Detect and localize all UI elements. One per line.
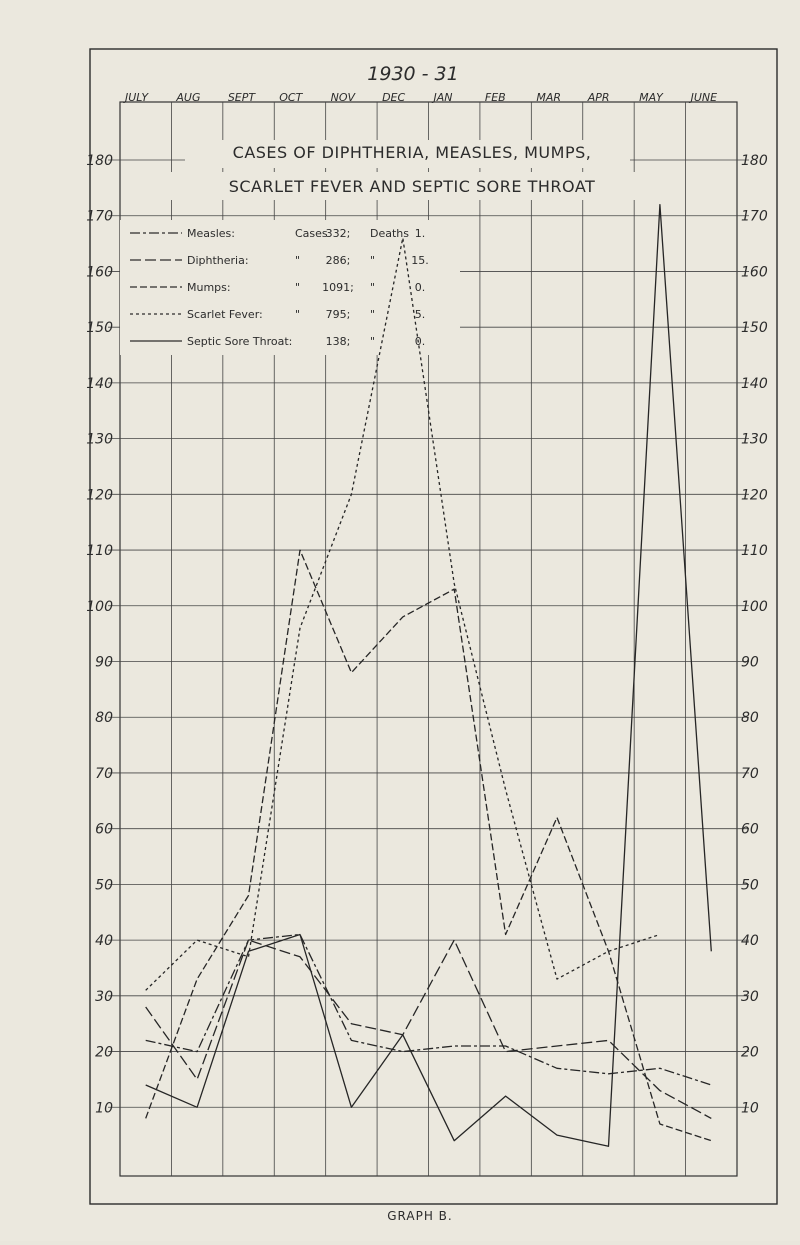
- legend-label-0: Measles:: [187, 227, 235, 240]
- y-tick-right-60: 60: [741, 822, 759, 838]
- y-tick-left-90: 90: [95, 655, 113, 671]
- y-tick-right-20: 20: [741, 1045, 759, 1061]
- month-label-mar: MAR: [536, 91, 561, 104]
- legend-label-2: Mumps:: [187, 281, 231, 294]
- chart-title-line2: SCARLET FEVER AND SEPTIC SORE THROAT: [229, 177, 596, 196]
- legend-deaths-label-3: ": [370, 308, 375, 321]
- title-mask: [185, 140, 630, 168]
- legend-deaths-3: 5.: [415, 308, 426, 321]
- y-tick-left-30: 30: [95, 989, 113, 1005]
- y-tick-right-30: 30: [741, 989, 759, 1005]
- legend-cases-4: 138;: [326, 335, 351, 348]
- legend-cases-label-3: ": [295, 308, 300, 321]
- y-tick-left-150: 150: [86, 320, 113, 336]
- month-label-oct: OCT: [279, 91, 303, 104]
- legend-deaths-label-1: ": [370, 254, 375, 267]
- legend-cases-label-1: ": [295, 254, 300, 267]
- y-ticks-right: 10 20 30 40 50 60 70 80 90 100 110 120 130 140 150 160 1…: [741, 153, 768, 1116]
- legend-label-1: Diphtheria:: [187, 254, 249, 267]
- y-tick-right-100: 100: [741, 599, 768, 615]
- series-line-diphtheria: [145, 939, 712, 1119]
- month-label-may: MAY: [639, 91, 664, 104]
- y-tick-right-150: 150: [741, 320, 768, 336]
- legend-cases-1: 286;: [326, 254, 351, 267]
- month-label-dec: DEC: [382, 91, 405, 104]
- month-label-nov: NOV: [331, 91, 357, 104]
- y-tick-left-160: 160: [86, 264, 113, 280]
- y-tick-right-170: 170: [741, 209, 768, 225]
- month-labels: JULY AUG SEPT OCT NOV DEC JAN FEB MAR APR MAY JUNE: [123, 91, 717, 104]
- y-tick-right-10: 10: [741, 1100, 759, 1116]
- page-frame: [89, 48, 778, 1205]
- month-label-jan: JAN: [432, 91, 453, 104]
- y-tick-left-20: 20: [95, 1045, 113, 1061]
- legend-cases-label-0: Cases: [295, 227, 328, 240]
- month-label-sept: SEPT: [228, 91, 257, 104]
- y-tick-right-50: 50: [741, 877, 759, 893]
- title-mask-2: [160, 172, 655, 200]
- year-title: 1930 - 31: [367, 63, 458, 85]
- y-tick-right-180: 180: [741, 153, 768, 169]
- y-ticks-left: 10 20 30 40 50 60 70 80 90 100 110 120 130 140 150 160 1…: [86, 153, 113, 1116]
- legend-cases-3: 795;: [326, 308, 351, 321]
- y-tick-right-140: 140: [741, 376, 768, 392]
- graph-caption: GRAPH B.: [387, 1209, 452, 1223]
- legend-deaths-4: 0.: [415, 335, 426, 348]
- y-tick-left-70: 70: [95, 766, 113, 782]
- legend-deaths-label-0: Deaths: [370, 227, 409, 240]
- series-lines: [145, 203, 712, 1147]
- y-tick-left-120: 120: [86, 487, 113, 503]
- y-tick-left-110: 110: [86, 543, 113, 559]
- month-label-july: JULY: [123, 91, 149, 104]
- y-tick-right-90: 90: [741, 655, 759, 671]
- legend-cases-label-2: ": [295, 281, 300, 294]
- y-tick-right-130: 130: [741, 432, 768, 448]
- series-line-septic-sore-throat: [145, 203, 712, 1147]
- y-tick-right-70: 70: [741, 766, 759, 782]
- y-tick-left-130: 130: [86, 432, 113, 448]
- series-line-measles: [145, 933, 712, 1086]
- month-label-feb: FEB: [485, 91, 506, 104]
- legend-deaths-label-2: ": [370, 281, 375, 294]
- month-label-aug: AUG: [175, 91, 200, 104]
- y-tick-left-50: 50: [95, 877, 113, 893]
- y-tick-right-110: 110: [741, 543, 768, 559]
- y-tick-right-160: 160: [741, 264, 768, 280]
- legend-label-4: Septic Sore Throat:: [187, 335, 292, 348]
- series-line-scarlet-fever: [145, 237, 661, 991]
- y-tick-left-100: 100: [86, 599, 113, 615]
- legend-deaths-1: 15.: [411, 254, 429, 267]
- y-tick-left-80: 80: [95, 710, 113, 726]
- legend-deaths-label-4: ": [370, 335, 375, 348]
- chart-title-line1: CASES OF DIPHTHERIA, MEASLES, MUMPS,: [233, 143, 592, 162]
- legend-label-3: Scarlet Fever:: [187, 308, 263, 321]
- month-label-june: JUNE: [689, 91, 718, 104]
- y-tick-right-80: 80: [741, 710, 759, 726]
- y-tick-left-170: 170: [86, 209, 113, 225]
- y-tick-left-40: 40: [95, 933, 113, 949]
- legend-deaths-2: 0.: [415, 281, 426, 294]
- y-tick-right-120: 120: [741, 487, 768, 503]
- y-tick-left-10: 10: [95, 1100, 113, 1116]
- y-tick-left-140: 140: [86, 376, 113, 392]
- y-tick-left-180: 180: [86, 153, 113, 169]
- month-label-apr: APR: [587, 91, 610, 104]
- legend-cases-2: 1091;: [322, 281, 354, 294]
- y-tick-left-60: 60: [95, 822, 113, 838]
- legend-cases-0: 332;: [326, 227, 351, 240]
- y-tick-right-40: 40: [741, 933, 759, 949]
- legend-deaths-0: 1.: [415, 227, 426, 240]
